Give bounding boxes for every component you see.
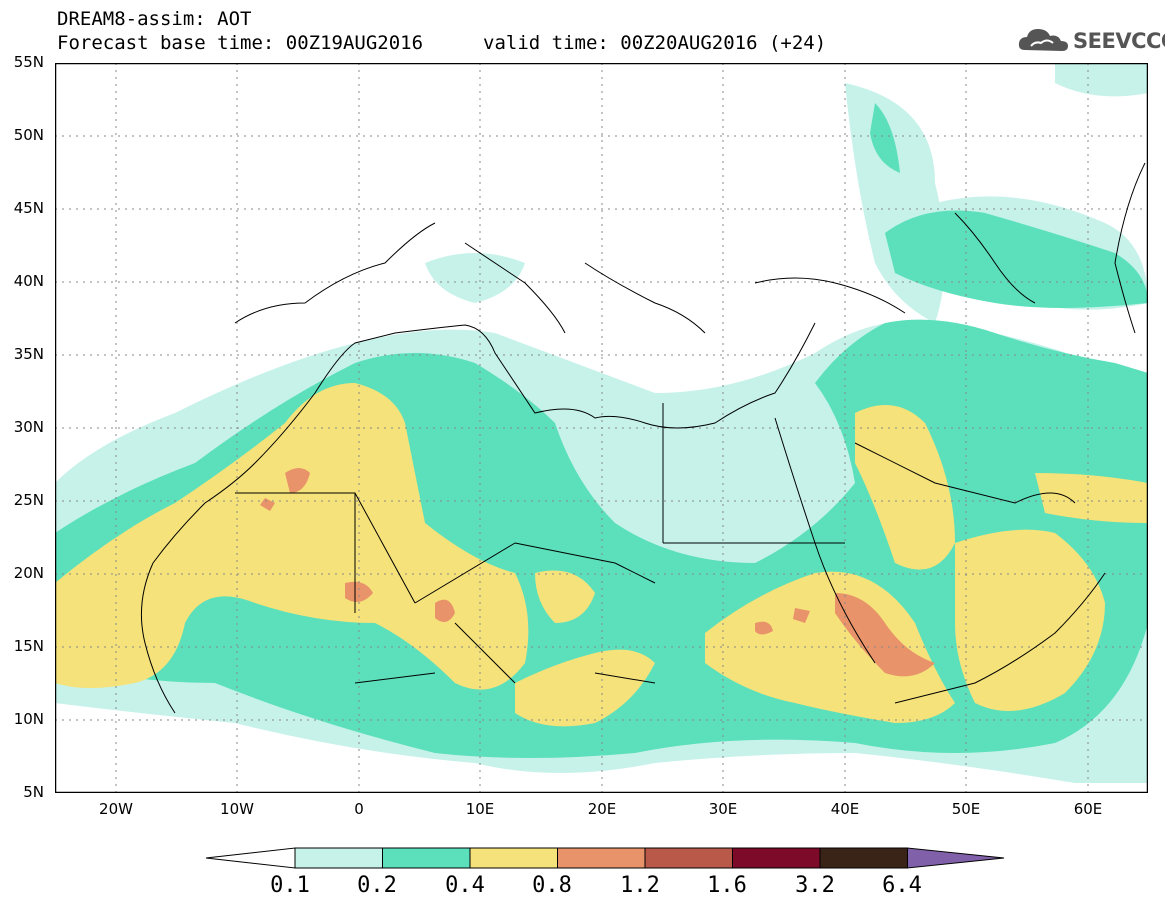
- seevccc-logo: SEEVCCC: [1017, 24, 1165, 56]
- lat-label: 15N: [13, 637, 44, 655]
- lat-label: 55N: [13, 53, 44, 71]
- lat-label: 50N: [13, 126, 44, 144]
- colorbar-low-arrow: [205, 847, 296, 869]
- lat-label: 30N: [13, 418, 44, 436]
- colorbar-cell: [819, 847, 908, 869]
- colorbar-label: 3.2: [795, 873, 835, 898]
- map-frame: [55, 63, 1148, 793]
- colorbar-high-arrow: [907, 847, 1005, 869]
- lat-label: 5N: [23, 783, 44, 801]
- coastlines: [140, 162, 1146, 714]
- colorbar-cells: [205, 847, 1005, 869]
- lon-label: 10W: [220, 800, 254, 818]
- colorbar-cell: [382, 847, 471, 869]
- colorbar-cell: [732, 847, 821, 869]
- aot-contours: [55, 63, 1148, 783]
- colorbar-label: 0.4: [445, 873, 485, 898]
- colorbar-cell: [294, 847, 383, 869]
- cloud-icon: [1018, 29, 1068, 51]
- colorbar-label: 1.2: [620, 873, 660, 898]
- colorbar-label: 1.6: [707, 873, 747, 898]
- lat-label: 25N: [13, 491, 44, 509]
- lat-label: 35N: [13, 345, 44, 363]
- aot-map: [55, 63, 1148, 793]
- colorbar-cell: [469, 847, 558, 869]
- lat-label: 40N: [13, 272, 44, 290]
- colorbar: [205, 847, 1005, 869]
- lon-label: 0: [354, 800, 364, 818]
- lat-label: 45N: [13, 199, 44, 217]
- base-time: Forecast base time: 00Z19AUG2016: [57, 32, 424, 54]
- colorbar-cell: [557, 847, 646, 869]
- lon-label: 30E: [708, 800, 738, 818]
- colorbar-label: 0.8: [532, 873, 572, 898]
- colorbar-label: 0.1: [270, 873, 310, 898]
- lon-label: 20E: [587, 800, 617, 818]
- map-title: DREAM8-assim: AOT: [57, 8, 252, 30]
- lon-label: 50E: [951, 800, 981, 818]
- lat-lon-grid: [55, 63, 1148, 793]
- lon-label: 10E: [465, 800, 495, 818]
- lat-label: 20N: [13, 564, 44, 582]
- forecast-times: Forecast base time: 00Z19AUG2016 valid ti…: [57, 32, 826, 54]
- lat-label: 10N: [13, 710, 44, 728]
- colorbar-label: 6.4: [882, 873, 922, 898]
- lon-label: 20W: [99, 800, 133, 818]
- colorbar-cell: [644, 847, 733, 869]
- valid-time: valid time: 00Z20AUG2016 (+24): [483, 32, 827, 54]
- lon-label: 60E: [1073, 800, 1103, 818]
- logo-text: SEEVCCC: [1073, 29, 1165, 53]
- colorbar-label: 0.2: [357, 873, 397, 898]
- lon-label: 40E: [830, 800, 860, 818]
